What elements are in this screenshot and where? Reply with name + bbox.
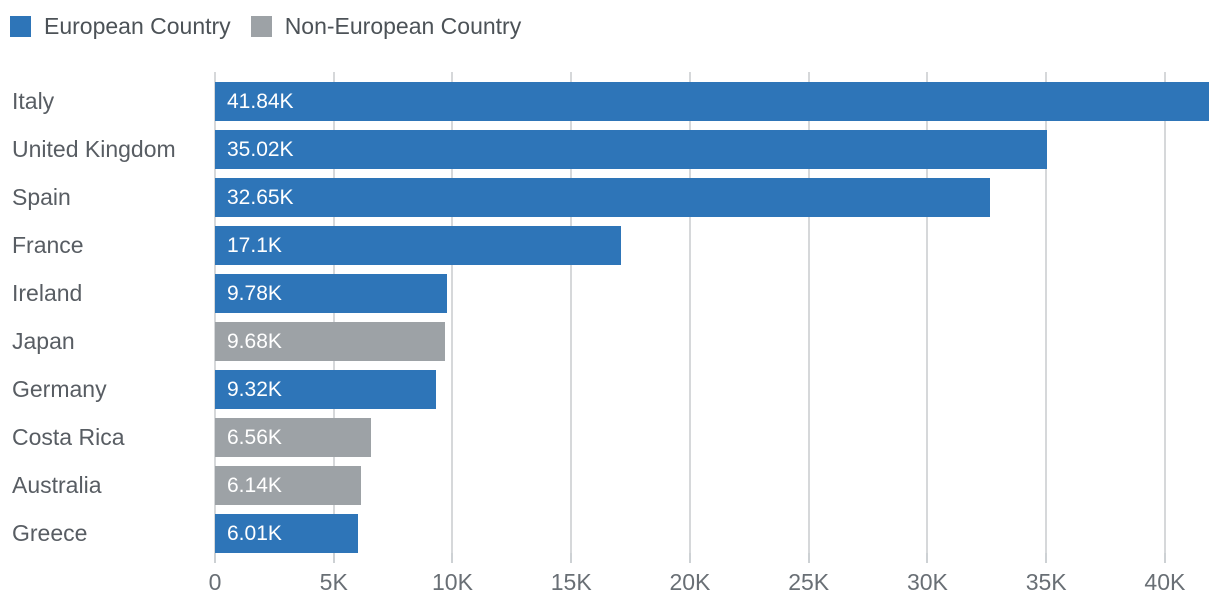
bar-japan[interactable]: 9.68K (215, 322, 445, 361)
axis-tick (688, 553, 691, 563)
bar-value-label-italy: 41.84K (227, 90, 294, 113)
bar-australia[interactable]: 6.14K (215, 466, 361, 505)
bar-france[interactable]: 17.1K (215, 226, 622, 265)
gridline (1163, 72, 1166, 553)
bar-greece[interactable]: 6.01K (215, 514, 358, 553)
gridline (688, 72, 691, 553)
bar-value-label-costa-rica: 6.56K (227, 426, 282, 449)
bar-ireland[interactable]: 9.78K (215, 274, 448, 313)
axis-tick (926, 553, 929, 563)
axis-tick (570, 553, 573, 563)
x-axis-tick-label: 25K (788, 569, 830, 595)
legend-swatch-european (10, 16, 31, 37)
x-axis-tick-label: 20K (669, 569, 711, 595)
category-label-france: France (12, 232, 84, 258)
category-label-costa-rica: Costa Rica (12, 424, 125, 450)
x-axis-tick-label: 5K (319, 569, 348, 595)
legend-swatch-non_european (250, 16, 272, 37)
bar-value-label-spain: 32.65K (227, 186, 294, 209)
bar-united-kingdom[interactable]: 35.02K (215, 130, 1047, 169)
legend-label-european: European Country (44, 13, 231, 39)
bar-spain[interactable]: 32.65K (215, 178, 991, 217)
legend-item-non_european[interactable]: Non-European Country (250, 13, 522, 40)
chart-legend: European Country Non-European Country (10, 13, 521, 40)
axis-tick (332, 553, 335, 563)
bar-costa-rica[interactable]: 6.56K (215, 418, 371, 457)
category-label-japan: Japan (12, 328, 75, 354)
category-label-united-kingdom: United Kingdom (12, 136, 176, 162)
x-axis-tick-label: 30K (906, 569, 948, 595)
axis-tick (451, 553, 454, 563)
legend-label-non_european: Non-European Country (284, 13, 522, 39)
gridline (1045, 72, 1048, 553)
axis-tick (214, 553, 216, 563)
x-axis-tick-label: 40K (1144, 569, 1186, 595)
bar-value-label-united-kingdom: 35.02K (227, 138, 294, 161)
x-axis-tick-label: 15K (550, 569, 592, 595)
axis-tick (1163, 553, 1166, 563)
legend-item-european[interactable]: European Country (10, 13, 231, 40)
bar-value-label-japan: 9.68K (227, 330, 282, 353)
bar-value-label-germany: 9.32K (227, 378, 282, 401)
category-label-spain: Spain (12, 184, 71, 210)
axis-tick (1045, 553, 1048, 563)
category-label-italy: Italy (12, 88, 55, 114)
category-label-ireland: Ireland (12, 280, 83, 306)
bar-germany[interactable]: 9.32K (215, 370, 437, 409)
category-label-greece: Greece (12, 520, 88, 546)
gridline (570, 72, 573, 553)
bar-value-label-ireland: 9.78K (227, 282, 282, 305)
gridline (926, 72, 929, 553)
x-axis-tick-label: 10K (432, 569, 473, 595)
bar-italy[interactable]: 41.84K (215, 82, 1209, 121)
x-axis-tick-label: 35K (1025, 569, 1067, 595)
category-label-australia: Australia (12, 472, 102, 498)
x-axis-tick-label: 0 (208, 569, 222, 595)
axis-tick (807, 553, 810, 563)
gridline (451, 72, 454, 553)
gridline (807, 72, 810, 553)
plot-area: 0 5K 10K 15K 20K 25K 30K 35K 40K 41.84K 35.02K 32.6… (209, 72, 1220, 610)
category-label-germany: Germany (12, 376, 107, 402)
bar-value-label-greece: 6.01K (227, 522, 282, 545)
bar-value-label-france: 17.1K (227, 234, 282, 257)
bar-value-label-australia: 6.14K (227, 474, 282, 497)
